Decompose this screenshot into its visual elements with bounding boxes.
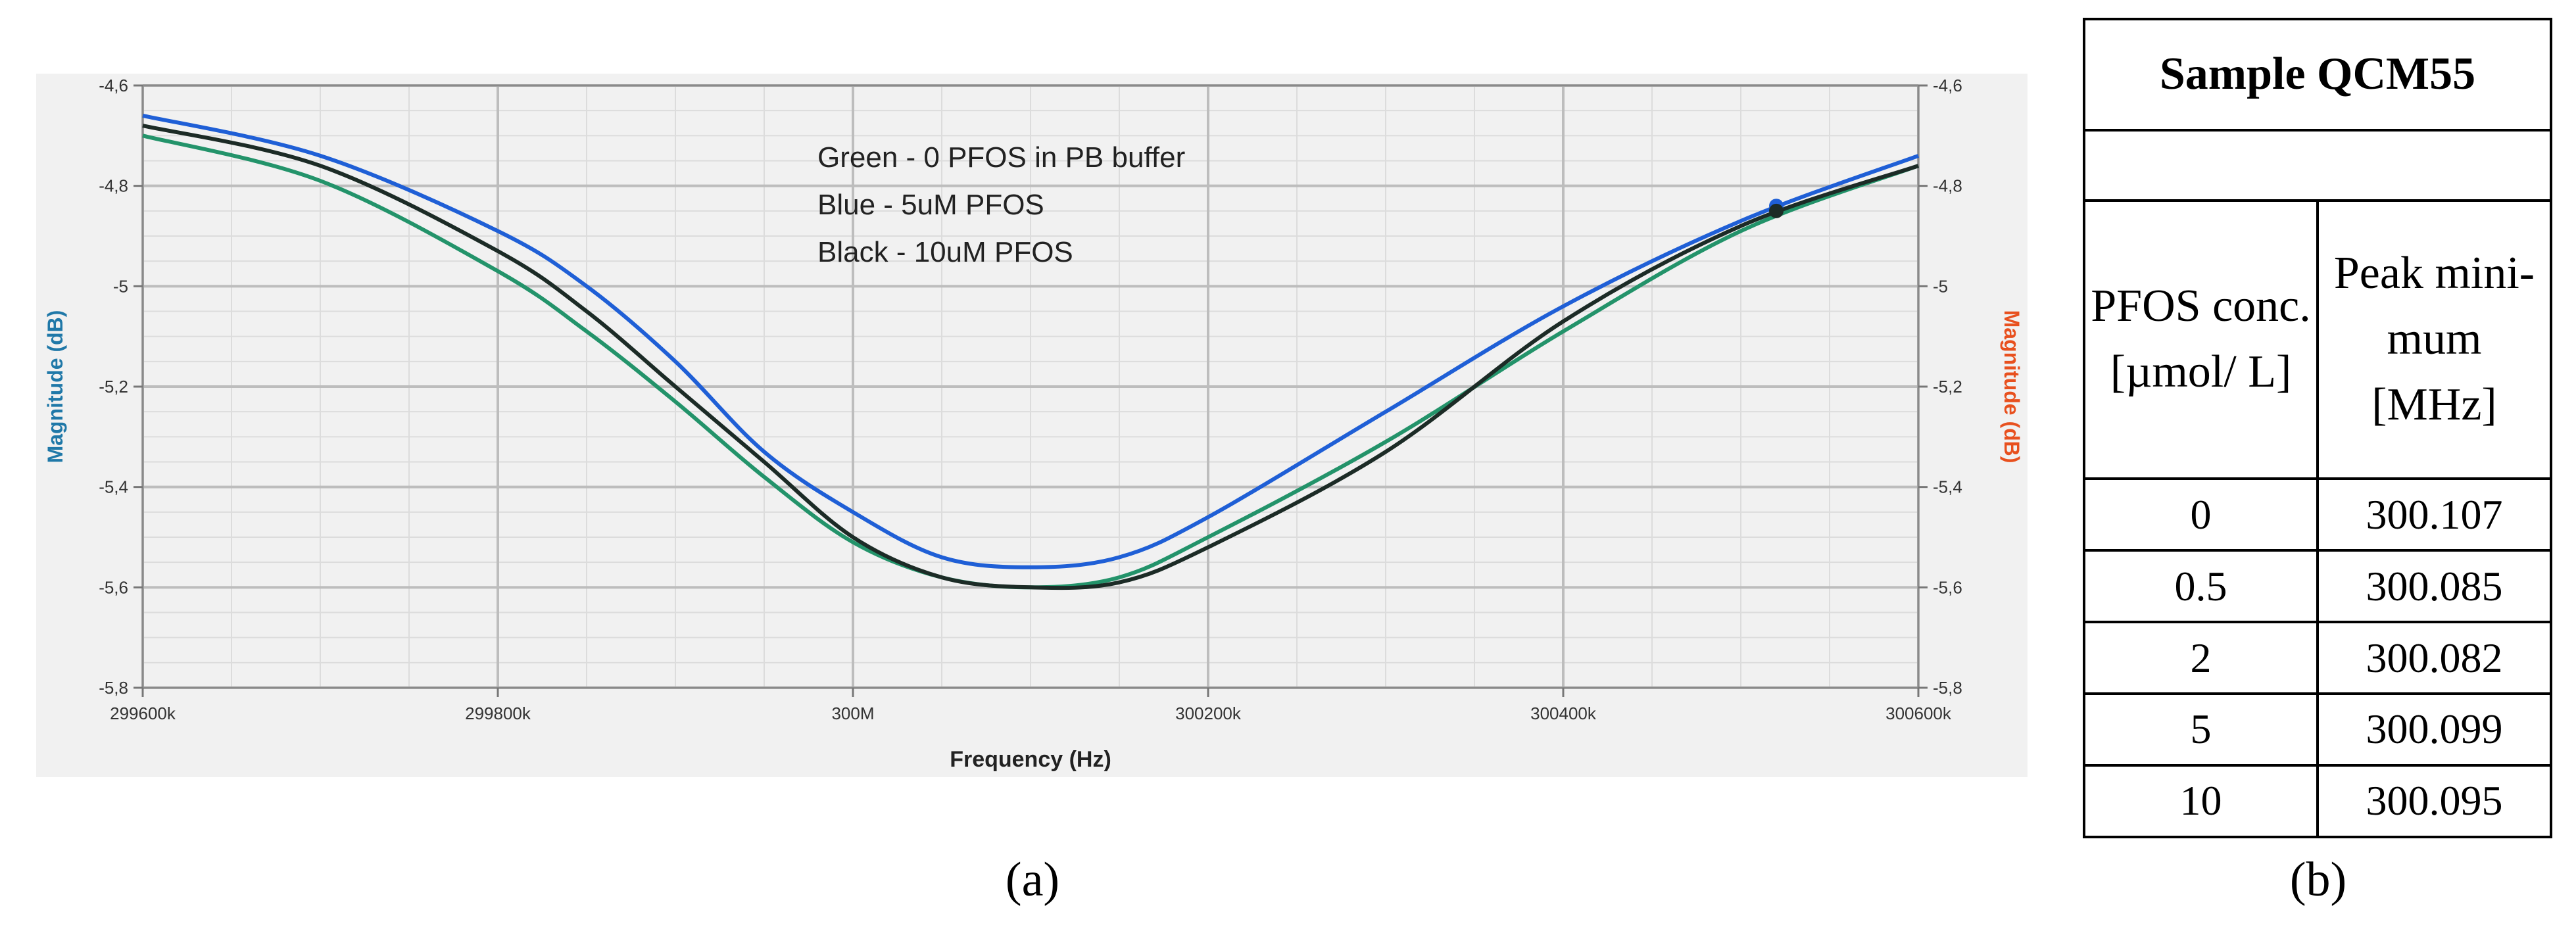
table-cell-peak: 300.099 <box>2316 692 2552 767</box>
x-tick-label: 299800k <box>465 704 531 723</box>
x-tick-label: 299600k <box>110 704 176 723</box>
table-title: Sample QCM55 <box>2083 18 2552 132</box>
grid-layer <box>141 84 1920 689</box>
x-tick-label: 300400k <box>1530 704 1597 723</box>
table-cell-conc: 10 <box>2083 763 2319 839</box>
x-tick-label: 300200k <box>1175 704 1242 723</box>
annotation-line-green: Green - 0 PFOS in PB buffer <box>817 141 1185 174</box>
results-table: Sample QCM55 PFOS conc. [µmol/ L] Peak m… <box>2083 18 2552 839</box>
chart-annotation: Green - 0 PFOS in PB buffer Blue - 5uM P… <box>817 141 1185 268</box>
caption-b: (b) <box>2289 853 2347 907</box>
chart-panel: 299600k 299800k 300M 300200k 300400k 300600k -… <box>36 74 2028 777</box>
tick-layer: 299600k 299800k 300M 300200k 300400k 300600k -… <box>99 76 1962 723</box>
y-tick-label-left: -4,8 <box>99 176 128 196</box>
table-cell-peak: 300.107 <box>2316 477 2552 552</box>
x-tick-label: 300600k <box>1885 704 1952 723</box>
series-line-blue <box>142 113 1920 569</box>
y-axis-title-left: Magnitude (dB) <box>43 310 67 464</box>
table-cell-conc: 2 <box>2083 621 2319 695</box>
annotation-line-blue: Blue - 5uM PFOS <box>817 189 1044 221</box>
series-line-black <box>142 124 1919 590</box>
x-tick-label: 300M <box>831 704 874 723</box>
caption-a: (a) <box>1005 853 1060 907</box>
table-cell-peak: 300.082 <box>2316 621 2552 695</box>
y-tick-label-right: -5,6 <box>1933 577 1962 597</box>
table-cell-conc: 5 <box>2083 692 2319 767</box>
y-tick-label-right: -5,2 <box>1933 377 1962 396</box>
marker-black <box>1769 203 1784 218</box>
y-tick-label-left: -5,6 <box>99 577 128 597</box>
magnitude-chart: 299600k 299800k 300M 300200k 300400k 300600k -… <box>43 76 2024 772</box>
y-tick-label-left: -5 <box>113 276 128 296</box>
table-cell-peak: 300.085 <box>2316 549 2552 624</box>
y-tick-label-left: -4,6 <box>99 76 128 95</box>
annotation-line-black: Black - 10uM PFOS <box>817 236 1073 268</box>
table-cell-conc: 0.5 <box>2083 549 2319 624</box>
y-tick-label-left: -5,2 <box>99 377 128 396</box>
y-tick-label-right: -5 <box>1933 276 1948 296</box>
y-tick-label-left: -5,8 <box>99 678 128 698</box>
table-cell-peak: 300.095 <box>2316 763 2552 839</box>
column-header-peak: Peak mini- mum [MHz] <box>2316 199 2552 481</box>
y-axis-title-right: Magnitude (dB) <box>2000 310 2024 464</box>
table-cell-conc: 0 <box>2083 477 2319 552</box>
y-tick-label-right: -4,8 <box>1933 176 1962 196</box>
y-tick-label-left: -5,4 <box>99 477 128 497</box>
series-layer <box>142 113 1920 590</box>
column-header-conc: PFOS conc. [µmol/ L] <box>2083 199 2319 481</box>
table-empty-row <box>2083 128 2552 202</box>
y-tick-label-right: -5,8 <box>1933 678 1962 698</box>
y-tick-label-right: -5,4 <box>1933 477 1962 497</box>
x-axis-title: Frequency (Hz) <box>950 747 1111 772</box>
y-tick-label-right: -4,6 <box>1933 76 1962 95</box>
